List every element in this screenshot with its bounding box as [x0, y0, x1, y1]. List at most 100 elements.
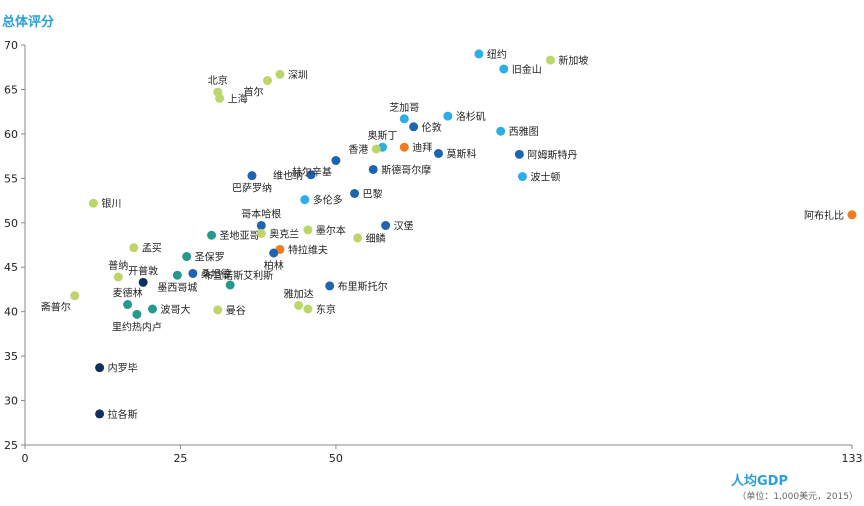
data-point: [88, 198, 98, 208]
point-label: 圣保罗: [195, 251, 225, 264]
data-point: [368, 164, 378, 174]
point-label: 墨西哥城: [157, 282, 197, 294]
data-point: [371, 144, 381, 154]
data-point: [350, 188, 360, 198]
data-point: [256, 228, 266, 238]
point-label: 上海: [228, 92, 248, 105]
point-label: 柏林: [264, 259, 284, 272]
point-label: 旧金山: [512, 63, 542, 76]
point-label: 哥本哈根: [241, 207, 281, 220]
point-label: 阿布扎比: [804, 209, 844, 222]
point-label: 巴黎: [363, 187, 383, 200]
point-label: 首尔: [244, 86, 264, 99]
point-label: 洛杉矶: [456, 110, 486, 123]
data-point: [443, 111, 453, 121]
point-label: 圣地亚哥: [220, 229, 260, 242]
y-tick-label: 25: [4, 439, 18, 452]
data-point: [213, 305, 223, 315]
point-label: 深圳: [288, 69, 308, 81]
data-point: [138, 277, 148, 287]
data-point: [147, 304, 157, 314]
point-label: 拉各斯: [108, 408, 138, 421]
point-label: 开普敦: [128, 264, 158, 277]
point-label: 桑坦德: [201, 267, 231, 280]
data-point: [303, 304, 313, 314]
data-point: [129, 243, 139, 253]
data-point: [215, 93, 225, 103]
point-label: 普纳: [108, 259, 128, 272]
data-point: [207, 230, 217, 240]
point-label: 多伦多: [313, 194, 343, 207]
point-label: 迪拜: [412, 142, 432, 154]
data-point: [434, 148, 443, 158]
y-tick-label: 60: [4, 128, 18, 141]
point-label: 纽约: [487, 48, 507, 61]
y-tick-label: 65: [4, 83, 18, 96]
data-point: [381, 220, 391, 230]
data-point: [300, 195, 310, 205]
data-point: [499, 64, 509, 74]
y-tick-label: 55: [4, 172, 18, 185]
point-label: 汉堡: [394, 219, 414, 232]
point-label: 内罗毕: [108, 362, 138, 375]
data-point: [517, 172, 527, 182]
point-label: 斋普尔: [41, 301, 71, 314]
point-label: 阿姆斯特丹: [527, 148, 577, 161]
y-axis-title: 总体评分: [2, 15, 55, 30]
point-label: 北京: [208, 74, 228, 87]
point-label: 奥斯丁: [368, 129, 398, 142]
point-label: 西雅图: [509, 125, 539, 138]
data-point: [514, 149, 524, 159]
point-label: 维也纳: [273, 169, 303, 182]
data-point: [247, 171, 257, 181]
data-point: [182, 252, 192, 262]
point-label: 银川: [101, 197, 121, 210]
y-tick-label: 45: [4, 261, 18, 274]
point-label: 细鳞: [366, 232, 386, 245]
data-point: [325, 281, 335, 291]
data-point: [95, 409, 105, 419]
x-axis-title: 人均GDP: [731, 474, 788, 489]
point-label: 麦德林: [113, 287, 143, 300]
data-point: [172, 270, 182, 280]
data-point: [399, 114, 409, 124]
data-point: [225, 280, 235, 290]
data-point: [294, 300, 304, 310]
point-label: 里约热内卢: [112, 320, 162, 333]
point-label: 芝加哥: [389, 101, 419, 114]
y-tick-label: 70: [4, 39, 18, 52]
data-point: [303, 225, 313, 235]
data-point: [256, 220, 266, 230]
point-label: 波哥大: [160, 303, 190, 316]
x-tick-label: 133: [842, 452, 863, 465]
point-label: 孟买: [142, 243, 162, 255]
point-label: 新加坡: [558, 54, 588, 67]
point-label: 赫尔辛基: [292, 166, 332, 179]
y-tick-label: 50: [4, 217, 18, 230]
data-point: [353, 233, 363, 243]
point-label: 东京: [316, 303, 336, 316]
data-point: [331, 156, 341, 166]
data-point: [847, 210, 857, 220]
data-point: [275, 69, 285, 79]
data-point: [409, 122, 419, 132]
data-point: [399, 142, 409, 152]
point-label: 波士顿: [530, 171, 560, 184]
data-point: [269, 248, 279, 258]
x-tick-label: 25: [173, 452, 187, 465]
x-tick-label: 0: [22, 452, 29, 465]
y-tick-label: 30: [4, 395, 18, 408]
data-point: [123, 300, 133, 310]
data-point: [263, 76, 273, 86]
y-tick-label: 35: [4, 350, 18, 363]
point-label: 雅加达: [284, 287, 314, 300]
point-label: 特拉维夫: [288, 243, 328, 256]
point-label: 莫斯科: [447, 147, 477, 160]
point-label: 墨尔本: [316, 224, 346, 237]
point-label: 奥克兰: [269, 227, 299, 240]
point-label: 曼谷: [226, 305, 246, 317]
x-axis-unit: （单位：1,000美元，2015）: [737, 492, 858, 502]
y-tick-label: 40: [4, 306, 18, 319]
point-label: 巴萨罗纳: [232, 182, 272, 195]
